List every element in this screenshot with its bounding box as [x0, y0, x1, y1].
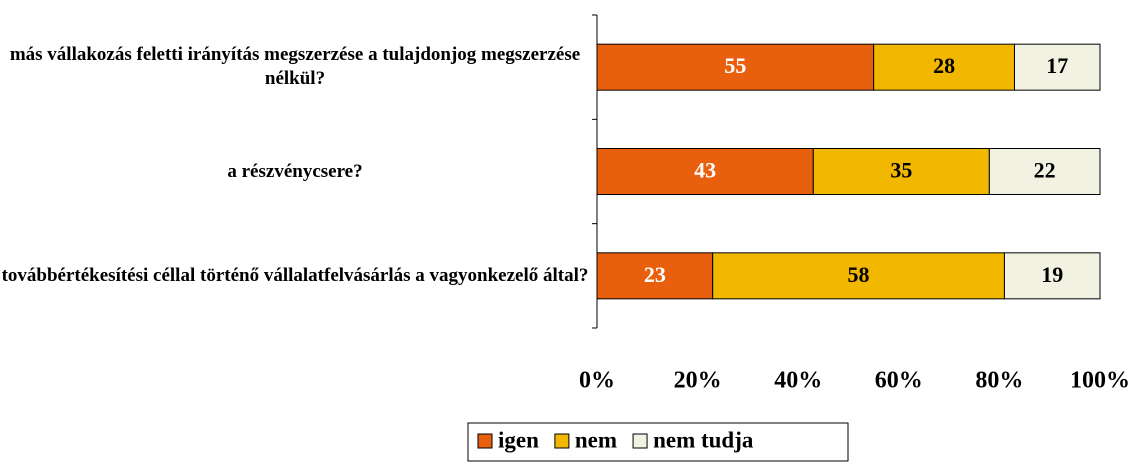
legend-label: nem: [575, 427, 617, 452]
x-tick-label: 100%: [1070, 368, 1130, 394]
x-tick-label: 20%: [674, 368, 722, 394]
data-label: 22: [1034, 158, 1056, 183]
data-label: 58: [848, 262, 870, 287]
legend-swatch: [554, 433, 570, 449]
legend-label: igen: [498, 427, 539, 452]
legend-swatch: [477, 433, 493, 449]
bar-segment: [1013, 43, 1101, 91]
legend-label: nem tudja: [653, 427, 754, 452]
category-label: a részvénycsere?: [227, 160, 363, 182]
legend-box: [467, 422, 849, 462]
bar-segment: [1003, 252, 1101, 300]
bar-segment: [712, 252, 1005, 300]
legend-swatch: [632, 433, 648, 449]
data-label: 55: [724, 53, 746, 78]
data-label: 43: [694, 158, 716, 183]
data-label: 35: [890, 158, 912, 183]
bar-segment: [596, 252, 714, 300]
x-tick-label: 40%: [774, 368, 822, 394]
data-label: 19: [1041, 262, 1063, 287]
x-tick-label: 0%: [579, 368, 615, 394]
data-label: 23: [644, 262, 666, 287]
bar-segment: [596, 148, 814, 195]
data-label: 28: [933, 53, 955, 78]
bar-segment: [596, 43, 875, 91]
bar-segment: [988, 148, 1101, 195]
x-tick-label: 80%: [975, 368, 1023, 394]
data-label: 17: [1046, 53, 1068, 78]
category-label: továbbértékesítési céllal történő vállal…: [1, 264, 589, 286]
x-tick-label: 60%: [875, 368, 923, 394]
bar-segment: [873, 43, 1015, 91]
category-label: más vállakozás feletti irányítás megszer…: [9, 44, 581, 90]
